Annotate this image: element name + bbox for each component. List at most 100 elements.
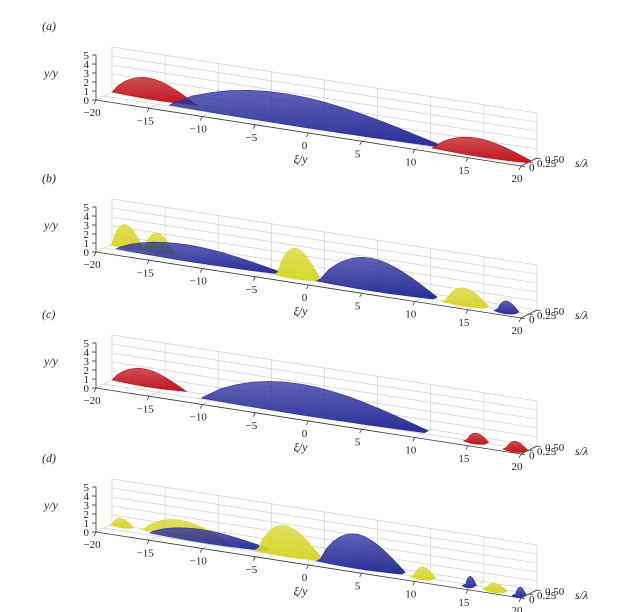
x-tick-label: −10 xyxy=(190,556,208,568)
x-tick xyxy=(253,556,256,561)
isosurface-blob xyxy=(430,136,532,164)
z-tick xyxy=(536,445,542,448)
x-tick xyxy=(93,387,97,393)
y-tick-label: 1 xyxy=(84,238,90,250)
isosurface-blob xyxy=(441,287,490,309)
y-tick-label: 5 xyxy=(84,338,90,350)
z-tick-label: 0.25 xyxy=(537,158,557,170)
x-tick-label: 10 xyxy=(405,309,417,321)
x-tick xyxy=(146,396,150,401)
y-tick-label: 4 xyxy=(84,347,90,359)
x-tick xyxy=(306,132,309,138)
isosurface-blob xyxy=(148,527,272,552)
x-tick-label: −15 xyxy=(137,267,155,279)
z-axis-label: s/λ xyxy=(575,156,588,170)
y-tick-label: 1 xyxy=(84,374,90,386)
y-tick-label: 4 xyxy=(84,59,90,71)
x-tick xyxy=(199,404,203,409)
x-tick-label: 5 xyxy=(355,300,361,312)
y-tick-label: 1 xyxy=(84,518,90,530)
x-tick-label: 5 xyxy=(355,148,361,160)
x-tick xyxy=(93,251,97,257)
y-tick-label: 2 xyxy=(84,365,90,377)
x-axis-label: ξ/y xyxy=(294,584,308,598)
x-tick-label: 0 xyxy=(302,140,308,152)
y-tick-label: 3 xyxy=(84,500,90,512)
z-tick xyxy=(528,161,534,164)
z-tick-label: 0 xyxy=(529,450,535,462)
z-axis-label: s/λ xyxy=(575,308,588,322)
z-tick-label: 0.50 xyxy=(545,442,565,454)
y-tick-label: 3 xyxy=(84,356,90,368)
panel-label: (a) xyxy=(42,19,56,33)
x-tick-label: 0 xyxy=(302,428,308,440)
x-tick-label: −5 xyxy=(246,132,258,144)
x-tick xyxy=(146,260,150,265)
x-tick xyxy=(146,540,150,545)
isosurface-blob xyxy=(109,517,134,529)
panel-label: (b) xyxy=(42,171,56,185)
z-tick xyxy=(528,313,534,316)
y-axis-label: y/y xyxy=(43,218,59,232)
isosurface-blob xyxy=(462,432,490,445)
x-tick-label: −20 xyxy=(83,395,101,407)
x-tick-label: 15 xyxy=(458,453,470,465)
isosurface-blob xyxy=(461,576,477,589)
x-tick xyxy=(359,293,362,298)
x-tick xyxy=(253,412,256,417)
x-tick xyxy=(359,141,362,146)
x-tick xyxy=(199,116,203,121)
isosurface-blob xyxy=(502,440,529,453)
z-tick xyxy=(520,597,526,600)
y-tick-label: 3 xyxy=(84,68,90,80)
x-tick-label: 15 xyxy=(458,317,470,329)
x-axis-label: ξ/y xyxy=(294,440,308,454)
x-tick-label: 10 xyxy=(405,589,417,601)
x-tick-label: −5 xyxy=(246,284,258,296)
z-tick-label: 0 xyxy=(529,314,535,326)
x-tick xyxy=(199,268,203,273)
y-tick-label: 2 xyxy=(84,77,90,89)
z-tick xyxy=(536,589,542,592)
x-tick-label: 10 xyxy=(405,445,417,457)
x-tick-label: 0 xyxy=(302,572,308,584)
y-tick-label: 3 xyxy=(84,220,90,232)
z-tick xyxy=(520,317,526,320)
x-tick-label: 0 xyxy=(302,292,308,304)
y-tick-label: 2 xyxy=(84,509,90,521)
x-tick xyxy=(412,581,416,586)
x-tick xyxy=(199,548,203,553)
y-tick-label: 5 xyxy=(84,50,90,62)
x-tick-label: 15 xyxy=(458,597,470,609)
x-tick xyxy=(518,165,522,171)
x-tick xyxy=(359,573,362,578)
isosurface-blob xyxy=(493,300,520,315)
x-tick-label: −10 xyxy=(190,412,208,424)
x-tick xyxy=(412,301,416,306)
z-tick-label: 0.25 xyxy=(537,446,557,458)
z-tick-label: 0 xyxy=(529,162,535,174)
x-tick xyxy=(465,309,469,314)
x-tick xyxy=(518,317,522,323)
z-tick-label: 0.50 xyxy=(545,306,565,318)
isosurface-blob xyxy=(200,381,429,434)
isosurface-blob xyxy=(253,525,323,561)
z-tick-label: 0.50 xyxy=(545,586,565,598)
x-tick-label: −15 xyxy=(137,547,155,559)
x-tick-label: 20 xyxy=(512,325,524,337)
y-axis-label: y/y xyxy=(43,498,59,512)
x-tick xyxy=(253,276,256,281)
x-tick xyxy=(412,149,416,154)
z-tick xyxy=(520,453,526,456)
x-tick-label: 20 xyxy=(512,461,524,473)
z-axis-label: s/λ xyxy=(575,444,588,458)
panel-label: (c) xyxy=(42,307,55,321)
z-tick-label: 0 xyxy=(529,594,535,606)
y-tick-label: 2 xyxy=(84,229,90,241)
y-tick-label: 4 xyxy=(84,211,90,223)
x-tick xyxy=(465,589,469,594)
z-axis-label: s/λ xyxy=(575,588,588,602)
